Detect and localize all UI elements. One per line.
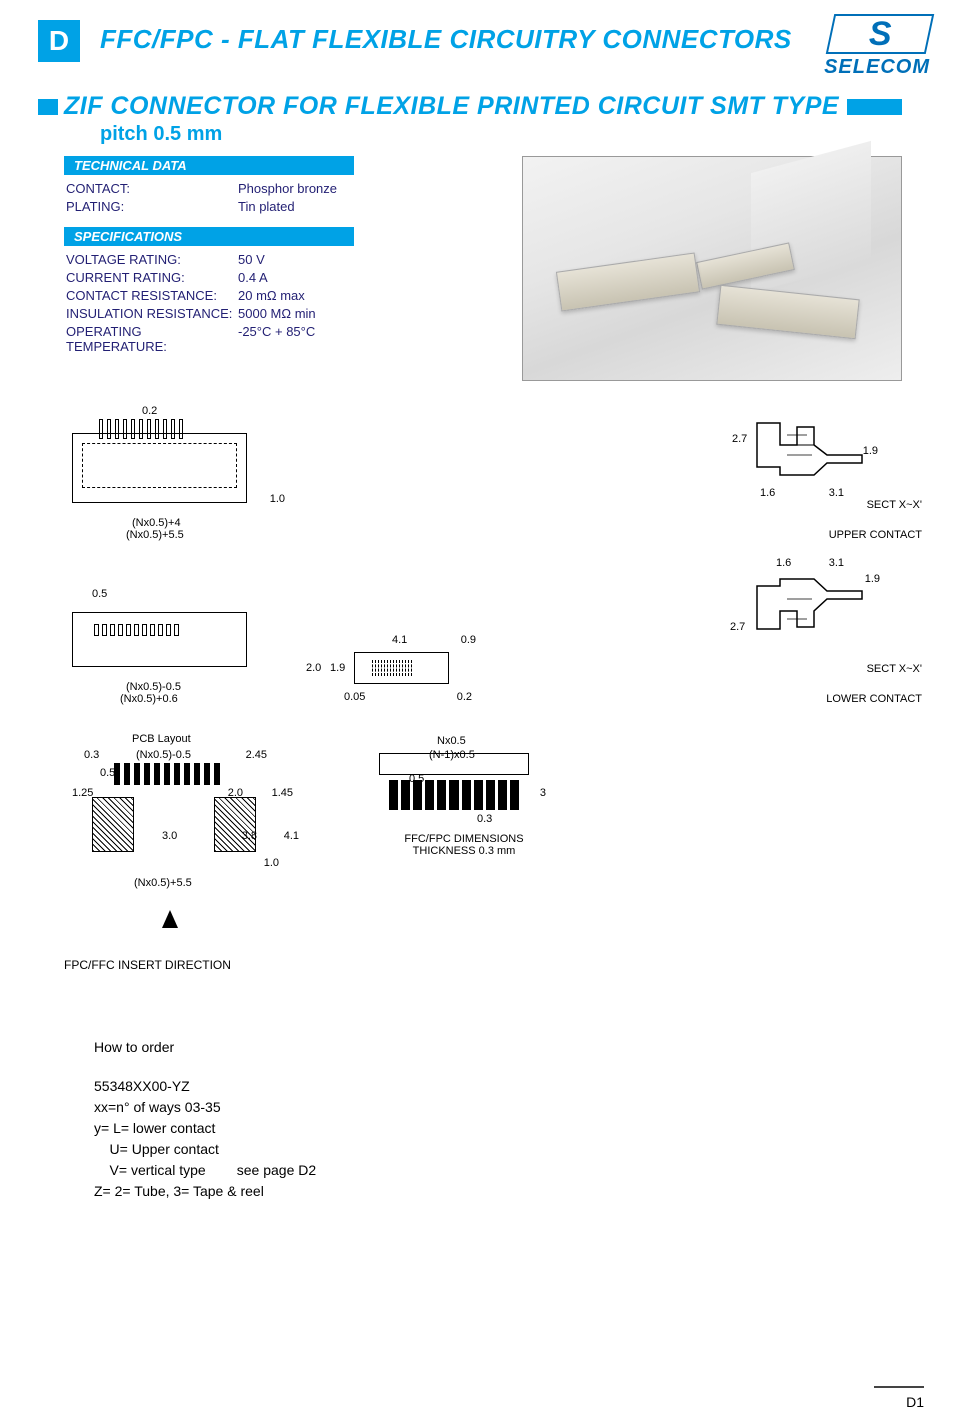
dim-05: 0.5 (92, 588, 294, 600)
dim-bw2: (Nx0.5)+0.6 (120, 693, 294, 705)
technical-data-heading: TECHNICAL DATA (64, 156, 354, 175)
diagram-top-view: 0.2 1.0 (64, 411, 259, 511)
technical-data-table: CONTACT:Phosphor bronze PLATING:Tin plat… (64, 179, 339, 217)
page-number: D1 (906, 1394, 924, 1410)
order-line: xx=n° of ways 03-35 (94, 1097, 922, 1118)
decor-bar-left (38, 99, 58, 115)
diagram-upper-section: 2.7 1.6 1.9 3.1 (752, 415, 872, 485)
upper-contact-label: UPPER CONTACT (752, 529, 922, 541)
dim-w2: (Nx0.5)+5.5 (126, 529, 324, 541)
diagram-lower-section: 1.6 3.1 1.9 2.7 (752, 571, 872, 641)
sect-label-lower: SECT X~X' (752, 663, 922, 675)
diagram-ffc-dimensions: Nx0.5 (N-1)x0.5 0.5 3 0.3 FFC/FPC DIMENS… (369, 735, 534, 845)
order-line: Z= 2= Tube, 3= Tape & reel (94, 1181, 922, 1202)
dim-w1: (Nx0.5)+4 (132, 517, 324, 529)
decor-bar-right (847, 99, 902, 115)
sect-label-upper: SECT X~X' (752, 499, 922, 511)
order-line: y= L= lower contact (94, 1118, 922, 1139)
main-title: FFC/FPC - FLAT FLEXIBLE CIRCUITRY CONNEC… (100, 20, 922, 55)
logo-text: SELECOM (824, 56, 930, 79)
subtitle: ZIF CONNECTOR FOR FLEXIBLE PRINTED CIRCU… (64, 92, 839, 121)
specifications-heading: SPECIFICATIONS (64, 227, 354, 246)
brand-logo: S SELECOM (824, 14, 930, 79)
how-to-order: How to order 55348XX00-YZ xx=n° of ways … (94, 1037, 922, 1202)
arrow-up-icon (162, 910, 178, 928)
product-photo (522, 156, 902, 381)
page-number-decor (874, 1386, 924, 1388)
logo-letter: S (869, 15, 892, 54)
diagram-side-view: 4.1 0.9 2.0 1.9 0.05 0.2 (354, 640, 484, 695)
insert-direction-label: FPC/FFC INSERT DIRECTION (64, 958, 922, 972)
pitch-label: pitch 0.5 mm (100, 123, 922, 146)
dim-bw1: (Nx0.5)-0.5 (126, 681, 294, 693)
section-badge: D (38, 20, 80, 62)
order-line: U= Upper contact (94, 1139, 922, 1160)
diagram-pcb-layout: PCB Layout 0.3 (Nx0.5)-0.5 2.45 0.5 1.25… (64, 735, 289, 880)
diagram-bottom-view (64, 602, 259, 677)
lower-contact-label: LOWER CONTACT (752, 693, 922, 705)
order-line: V= vertical type see page D2 (94, 1160, 922, 1181)
how-to-order-heading: How to order (94, 1037, 922, 1058)
specifications-table: VOLTAGE RATING:50 V CURRENT RATING:0.4 A… (64, 250, 318, 357)
order-line: 55348XX00-YZ (94, 1076, 922, 1097)
